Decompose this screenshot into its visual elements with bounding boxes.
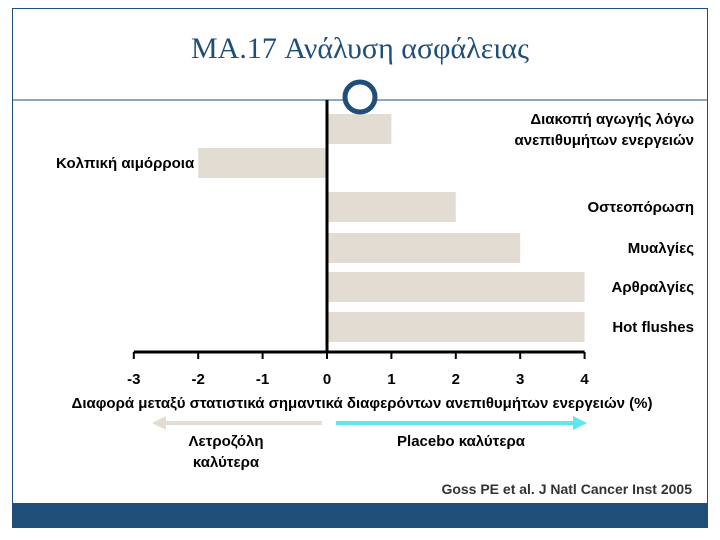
category-label: Μυαλγίες: [628, 240, 694, 257]
x-tick-label: 0: [323, 371, 331, 388]
x-tick-label: -1: [256, 371, 269, 388]
category-label: Διακοπή αγωγής λόγω: [530, 111, 694, 128]
ring-ornament: [342, 79, 378, 115]
citation: Goss PE et al. J Natl Cancer Inst 2005: [441, 481, 692, 497]
x-axis-label: Διαφορά μεταξύ στατιστικά σημαντικά διαφ…: [72, 395, 653, 412]
bar: [327, 192, 456, 222]
right-direction-label: Placebo καλύτερα: [397, 433, 526, 450]
left-direction-label: καλύτερα: [193, 454, 260, 471]
category-label: Κολπική αιμόρροια: [56, 155, 195, 172]
right-arrow-head: [573, 416, 587, 430]
left-arrow-head: [152, 416, 166, 430]
x-tick-label: -2: [192, 371, 205, 388]
bar: [327, 312, 585, 342]
category-labels: Διακοπή αγωγής λόγω ανεπιθυμήτων ενεργειώ…: [56, 111, 694, 336]
bar: [327, 233, 521, 263]
x-tick-label: -3: [127, 371, 140, 388]
footer-bar: [12, 503, 708, 528]
bars-layer: [198, 114, 585, 342]
x-axis: -3 -2 -1 0 1 2 3 4 Διαφορά μεταξύ στατιστικά σημ…: [72, 350, 653, 412]
left-direction-label: Λετροζόλη: [189, 433, 264, 450]
slide-title: MA.17 Ανάλυση ασφάλειας: [190, 32, 529, 65]
category-label: Αρθραλγίες: [612, 279, 695, 296]
bar: [198, 148, 327, 178]
category-label: Οστεοπόρωση: [587, 199, 694, 216]
category-label: ανεπιθυμήτων ενεργειών: [515, 132, 694, 149]
x-tick-label: 4: [580, 371, 589, 388]
x-tick-label: 1: [387, 371, 395, 388]
category-label: Hot flushes: [612, 319, 694, 336]
bar: [327, 272, 585, 302]
x-tick-label: 2: [452, 371, 460, 388]
x-tick-label: 3: [516, 371, 524, 388]
bar: [327, 114, 392, 144]
direction-arrows: Λετροζόλη καλύτερα Placebo καλύτερα: [152, 416, 587, 471]
